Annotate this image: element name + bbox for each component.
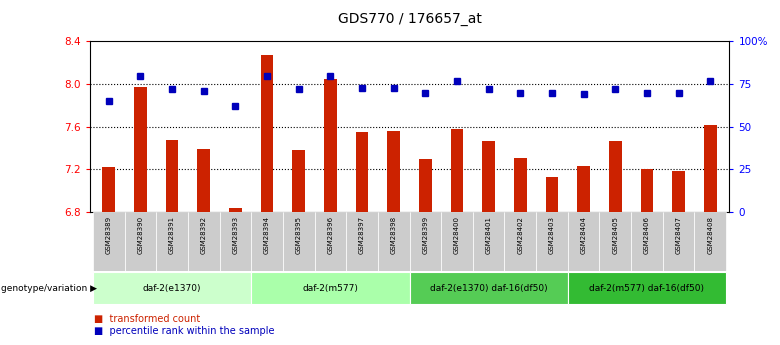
Bar: [93, 212, 125, 271]
Text: GSM28391: GSM28391: [169, 216, 175, 254]
Bar: [600, 212, 631, 271]
Bar: [261, 55, 273, 212]
Bar: [125, 212, 156, 271]
Bar: [134, 87, 147, 212]
Bar: [410, 212, 441, 271]
Bar: [577, 166, 590, 212]
Bar: [451, 129, 463, 212]
Bar: [251, 212, 283, 271]
Text: GSM28405: GSM28405: [612, 216, 619, 254]
Text: genotype/variation ▶: genotype/variation ▶: [1, 284, 97, 293]
Bar: [473, 212, 505, 271]
Bar: [388, 131, 400, 212]
Bar: [283, 212, 314, 271]
Bar: [324, 79, 337, 212]
Bar: [93, 272, 251, 304]
Bar: [536, 212, 568, 271]
Text: GSM28395: GSM28395: [296, 216, 302, 254]
Bar: [631, 212, 663, 271]
Text: GSM28407: GSM28407: [675, 216, 682, 254]
Bar: [156, 212, 188, 271]
Text: GSM28406: GSM28406: [644, 216, 650, 254]
Text: GSM28400: GSM28400: [454, 216, 460, 254]
Text: GSM28393: GSM28393: [232, 216, 239, 254]
Text: GSM28389: GSM28389: [106, 216, 112, 254]
Bar: [663, 212, 694, 271]
Bar: [292, 150, 305, 212]
Bar: [378, 212, 410, 271]
Bar: [482, 141, 495, 212]
Text: daf-2(e1370): daf-2(e1370): [143, 284, 201, 293]
Text: GSM28402: GSM28402: [517, 216, 523, 254]
Bar: [219, 212, 251, 271]
Text: GSM28403: GSM28403: [549, 216, 555, 254]
Bar: [514, 158, 526, 212]
Text: GSM28401: GSM28401: [486, 216, 491, 254]
Text: GSM28399: GSM28399: [422, 216, 428, 254]
Bar: [441, 212, 473, 271]
Text: GSM28394: GSM28394: [264, 216, 270, 254]
Bar: [694, 212, 726, 271]
Text: daf-2(m577) daf-16(df50): daf-2(m577) daf-16(df50): [590, 284, 704, 293]
Text: GSM28408: GSM28408: [707, 216, 713, 254]
Text: daf-2(m577): daf-2(m577): [303, 284, 358, 293]
Bar: [640, 169, 654, 212]
Bar: [314, 212, 346, 271]
Bar: [346, 212, 378, 271]
Bar: [102, 167, 115, 212]
Bar: [197, 149, 210, 212]
Bar: [505, 212, 536, 271]
Text: GSM28397: GSM28397: [359, 216, 365, 254]
Bar: [165, 140, 179, 212]
Text: GSM28404: GSM28404: [580, 216, 587, 254]
Bar: [704, 125, 717, 212]
Text: GSM28398: GSM28398: [391, 216, 397, 254]
Bar: [419, 159, 431, 212]
Bar: [356, 132, 368, 212]
Text: GDS770 / 176657_at: GDS770 / 176657_at: [338, 12, 481, 26]
Bar: [546, 177, 558, 212]
Bar: [251, 272, 410, 304]
Bar: [188, 212, 219, 271]
Text: ■  percentile rank within the sample: ■ percentile rank within the sample: [94, 326, 274, 336]
Bar: [672, 170, 685, 212]
Bar: [568, 272, 726, 304]
Bar: [229, 208, 242, 212]
Bar: [568, 212, 600, 271]
Text: GSM28390: GSM28390: [137, 216, 144, 254]
Bar: [609, 141, 622, 212]
Text: GSM28396: GSM28396: [328, 216, 333, 254]
Bar: [410, 272, 568, 304]
Text: GSM28392: GSM28392: [200, 216, 207, 254]
Text: ■  transformed count: ■ transformed count: [94, 314, 200, 324]
Text: daf-2(e1370) daf-16(df50): daf-2(e1370) daf-16(df50): [430, 284, 548, 293]
